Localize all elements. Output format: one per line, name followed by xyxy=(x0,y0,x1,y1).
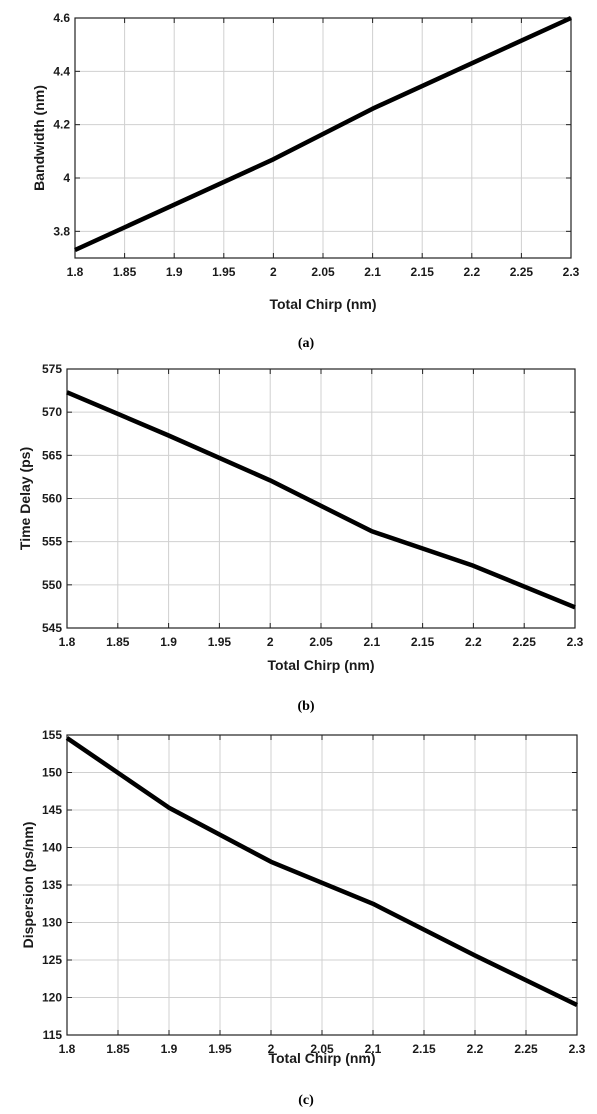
x-tick-label: 1.9 xyxy=(161,1042,178,1056)
y-tick-label: 135 xyxy=(42,878,62,892)
x-tick-label: 2.2 xyxy=(467,1042,484,1056)
y-tick-label: 4.2 xyxy=(53,118,70,132)
x-tick-label: 1.9 xyxy=(166,265,183,279)
y-tick-label: 130 xyxy=(42,916,62,930)
x-tick-label: 1.85 xyxy=(106,635,130,649)
chart-panel-2: 1.8 1.85 1.9 1.95 2 2.05 2.1 2.15 2.2 2.25 2.3 545 5… xyxy=(17,362,584,714)
y-tick-label: 565 xyxy=(42,448,62,462)
panel-caption: (c) xyxy=(298,1093,314,1108)
y-tick-label: 150 xyxy=(42,766,62,780)
y-tick-label: 560 xyxy=(42,492,62,506)
y-tick-label: 140 xyxy=(42,841,62,855)
y-tick-label: 115 xyxy=(43,1028,63,1042)
x-tick-label: 2.2 xyxy=(463,265,480,279)
x-tick-label: 2.1 xyxy=(364,265,381,279)
x-tick-label: 2.05 xyxy=(309,635,333,649)
x-tick-label: 1.9 xyxy=(160,635,177,649)
y-tick-label: 120 xyxy=(42,991,62,1005)
series-line-1 xyxy=(66,390,576,610)
x-tick-label: 1.95 xyxy=(212,265,236,279)
y-tick-label: 570 xyxy=(42,405,62,419)
y-tick-label: 4 xyxy=(63,171,70,185)
x-axis-label: Total Chirp (nm) xyxy=(268,1050,375,1066)
series-line-1 xyxy=(74,15,572,253)
y-tick-label: 145 xyxy=(42,803,62,817)
x-tick-label: 2.05 xyxy=(311,265,335,279)
panel-caption: (b) xyxy=(297,699,314,714)
x-tick-label: 2.15 xyxy=(412,1042,436,1056)
x-tick-label: 2.25 xyxy=(514,1042,538,1056)
x-tick-label: 2.05 xyxy=(310,1042,334,1056)
x-tick-label: 1.85 xyxy=(106,1042,130,1056)
y-tick-label: 4.4 xyxy=(53,64,70,78)
x-tick-label: 1.8 xyxy=(59,635,76,649)
y-tick-label: 545 xyxy=(42,621,62,635)
x-tick-label: 2.1 xyxy=(365,1042,382,1056)
series-line-1 xyxy=(65,736,578,1008)
y-tick-label: 155 xyxy=(42,728,62,742)
x-tick-label: 1.95 xyxy=(208,1042,232,1056)
x-tick-label: 1.8 xyxy=(59,1042,76,1056)
x-axis-label: Total Chirp (nm) xyxy=(269,296,376,312)
x-tick-label: 2.15 xyxy=(411,265,435,279)
x-tick-label: 1.85 xyxy=(113,265,137,279)
y-axis-label: Bandwidth (nm) xyxy=(31,85,47,191)
x-tick-label: 2.1 xyxy=(363,635,380,649)
x-tick-label: 2 xyxy=(270,265,277,279)
x-axis-label: Total Chirp (nm) xyxy=(267,657,374,673)
x-tick-label: 1.95 xyxy=(208,635,232,649)
y-tick-label: 4.6 xyxy=(53,11,70,25)
x-tick-label: 2 xyxy=(268,1042,275,1056)
x-tick-label: 2.3 xyxy=(567,635,584,649)
x-tick-label: 1.8 xyxy=(67,265,84,279)
chart-panel-1: 1.8 1.85 1.9 1.95 2 2.05 2.1 2.15 2.2 2.25 2.3 3.8 4… xyxy=(31,11,580,351)
x-tick-label: 2 xyxy=(267,635,274,649)
panel-caption: (a) xyxy=(298,336,315,351)
y-axis-label: Dispersion (ps/nm) xyxy=(20,822,36,949)
chart-panel-3: 1.8 1.85 1.9 1.95 2 2.05 2.1 2.15 2.2 2.25 2.3 115 1… xyxy=(20,728,586,1108)
y-axis-label: Time Delay (ps) xyxy=(17,447,33,550)
y-tick-label: 3.8 xyxy=(53,224,70,238)
y-tick-label: 125 xyxy=(42,953,62,967)
y-tick-label: 555 xyxy=(42,535,62,549)
y-tick-label: 550 xyxy=(42,578,62,592)
x-tick-label: 2.15 xyxy=(411,635,435,649)
x-tick-label: 2.2 xyxy=(465,635,482,649)
x-tick-label: 2.25 xyxy=(513,635,537,649)
x-tick-label: 2.3 xyxy=(563,265,580,279)
x-tick-label: 2.25 xyxy=(510,265,534,279)
y-tick-label: 575 xyxy=(42,362,62,376)
x-tick-label: 2.3 xyxy=(569,1042,586,1056)
